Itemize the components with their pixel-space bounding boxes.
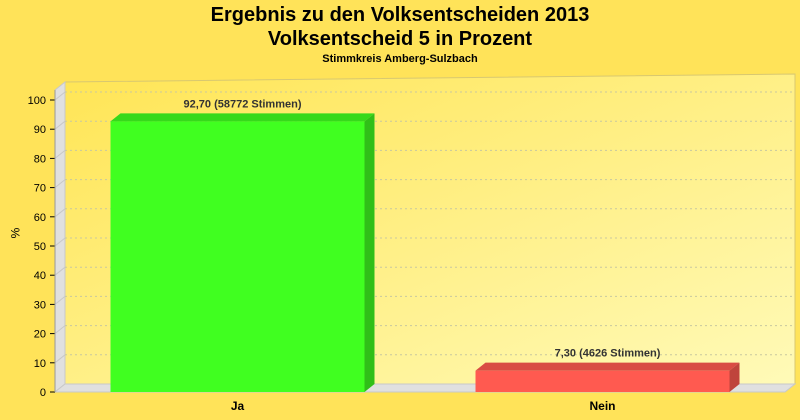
bar-side-ja [364,113,375,392]
y-tick-label: 0 [40,387,46,399]
bar-nein [475,370,730,392]
gridline-wall [54,237,66,247]
gridline-wall [54,208,66,218]
x-tick-label-ja: Ja [231,399,245,413]
gridline-wall [54,325,66,334]
gridline-wall [54,179,66,188]
y-tick-label: 90 [34,124,46,136]
bar-top-ja [110,113,375,122]
chart-subtitle: Stimmkreis Amberg-Sulzbach [322,53,478,65]
data-label-nein: 7,30 (4626 Stimmen) [555,348,661,360]
y-tick-label: 20 [34,329,46,341]
chart-title: Ergebnis zu den Volksentscheiden 2013 [210,4,590,26]
gridline-wall [54,296,66,305]
chart-title-line-2: Volksentscheid 5 in Prozent [267,28,533,50]
gridline-wall [54,150,66,159]
gridline-wall [54,120,66,130]
y-tick-label: 60 [34,212,46,224]
y-tick-label: 80 [34,153,46,165]
gridline-wall [54,266,66,276]
y-tick-label: 70 [34,183,46,195]
y-tick-label: 100 [28,95,46,107]
bar-ja [110,121,365,392]
y-tick-label: 50 [34,241,46,253]
y-tick-label: 30 [34,299,46,311]
x-tick-label-nein: Nein [589,399,615,413]
y-tick-label: 40 [34,270,46,282]
y-tick-label: 10 [34,358,46,370]
gridline-wall [54,91,66,101]
data-label-ja: 92,70 (58772 Stimmen) [183,98,301,110]
bar-side-nein [729,362,740,392]
bar-top-nein [475,362,740,371]
gridline-wall [54,354,66,364]
